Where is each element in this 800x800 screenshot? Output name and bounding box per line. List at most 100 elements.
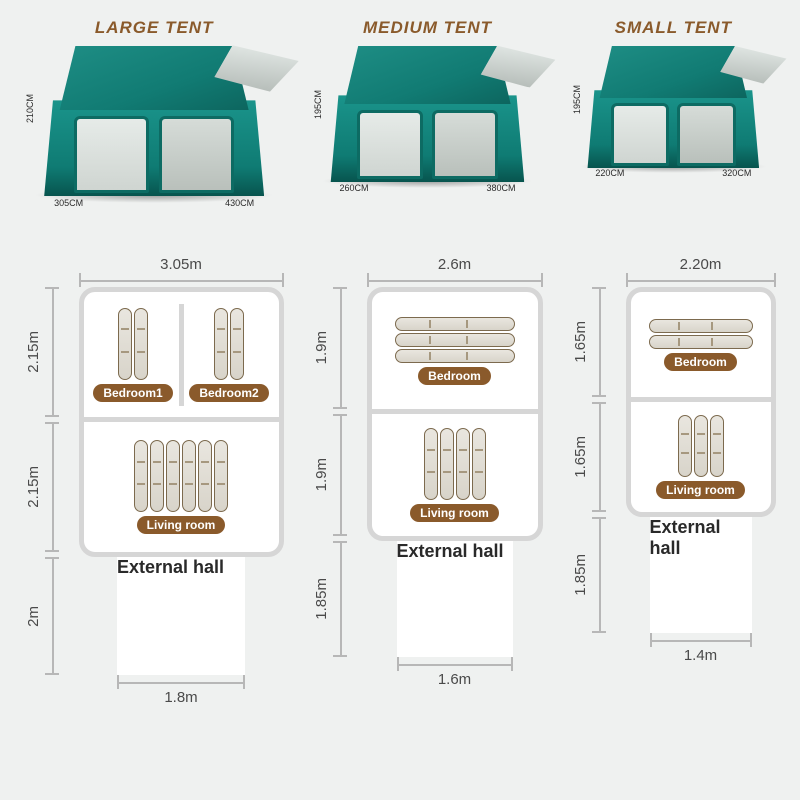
tent-dim-width: 320CM — [722, 168, 751, 178]
sleeping-bag-group — [649, 319, 753, 349]
plan-side-dimension: 2m — [25, 557, 75, 675]
tent-column: SMALL TENT 195CM220CM320CM — [576, 18, 771, 176]
sleeping-bag-icon — [424, 428, 438, 500]
floorplan-row: 3.05m 2.15m 2.15m 2m Bedroom1 Bedroom2 Living … — [10, 248, 790, 790]
plan-top-dimension: 2.6m — [367, 256, 543, 287]
external-hall-label: External hall — [397, 541, 513, 562]
plan-body: 1.65m 1.65m 1.85m Bedroom Living room Externa… — [572, 287, 776, 633]
plan-top-dim-label: 2.20m — [680, 256, 722, 273]
sleeping-bag-icon — [118, 308, 132, 380]
tent-image-row: LARGE TENT 210CM305CM430CM MEDIUM TENT 195C… — [10, 18, 790, 248]
plan-side-dimension: 1.65m — [572, 402, 622, 512]
plan-top-dim-label: 2.6m — [438, 256, 471, 273]
plan-section: Living room — [372, 414, 538, 536]
plan-bottom-dim-label: 1.6m — [438, 671, 471, 688]
sleeping-bag-icon — [710, 415, 724, 477]
plan-half-room: Bedroom1 — [88, 304, 184, 406]
sleeping-bag-icon — [456, 428, 470, 500]
sleeping-bag-group — [214, 308, 244, 380]
sleeping-bag-icon — [472, 428, 486, 500]
floorplan: Bedroom Living room — [367, 287, 543, 541]
plan-side-dim-label: 1.65m — [572, 436, 589, 478]
sleeping-bag-icon — [440, 428, 454, 500]
sleeping-bag-icon — [214, 440, 228, 512]
plan-bottom-dim-label: 1.8m — [164, 689, 197, 706]
sleeping-bag-icon — [198, 440, 212, 512]
room-label: Bedroom — [664, 353, 737, 371]
sleeping-bag-icon — [230, 308, 244, 380]
floorplan-column: 2.20m 1.65m 1.65m 1.85m Bedroom Living room Ex… — [572, 256, 776, 664]
plan-side-dimension: 1.9m — [313, 287, 363, 409]
plan-side-dim-label: 2m — [25, 606, 42, 627]
room-label: Living room — [410, 504, 499, 522]
tent-dim-height: 195CM — [313, 90, 323, 119]
room-label: Living room — [137, 516, 226, 534]
plan-body: 2.15m 2.15m 2m Bedroom1 Bedroom2 Living room E… — [25, 287, 284, 675]
plan-external-hall: External hall — [117, 557, 245, 675]
plan-external-hall: External hall — [650, 517, 752, 633]
plan-side-dim-label: 2.15m — [25, 466, 42, 508]
sleeping-bag-group — [118, 308, 148, 380]
plan-side-dimension: 1.85m — [572, 517, 622, 633]
plan-side-dim-label: 1.9m — [313, 458, 330, 491]
plan-side-dim-label: 1.85m — [572, 554, 589, 596]
tent-title: LARGE TENT — [95, 18, 214, 38]
plan-top-dim-label: 3.05m — [160, 256, 202, 273]
plan-external-hall: External hall — [397, 541, 513, 657]
room-label: Living room — [656, 481, 745, 499]
tent-title: SMALL TENT — [615, 18, 732, 38]
plan-side-dimension: 1.85m — [313, 541, 363, 657]
plan-side-dim-label: 1.65m — [572, 321, 589, 363]
tent-illustration: 210CM305CM430CM — [29, 46, 279, 206]
infographic-container: LARGE TENT 210CM305CM430CM MEDIUM TENT 195C… — [0, 0, 800, 800]
sleeping-bag-icon — [649, 335, 753, 349]
sleeping-bag-icon — [649, 319, 753, 333]
plan-side-dimension: 2.15m — [25, 287, 75, 417]
sleeping-bag-icon — [166, 440, 180, 512]
plan-section: Living room — [84, 422, 279, 552]
plan-top-dimension: 2.20m — [626, 256, 776, 287]
plan-section: Bedroom1 Bedroom2 — [84, 292, 279, 422]
tent-title: MEDIUM TENT — [363, 18, 492, 38]
sleeping-bag-icon — [395, 333, 515, 347]
sleeping-bag-icon — [214, 308, 228, 380]
plan-bottom-dimension: 1.6m — [397, 657, 513, 688]
sleeping-bag-icon — [395, 349, 515, 363]
tent-dim-height: 195CM — [572, 85, 582, 114]
plan-section: Bedroom — [372, 292, 538, 414]
sleeping-bag-icon — [678, 415, 692, 477]
tent-dim-width: 380CM — [486, 183, 515, 193]
tent-illustration: 195CM220CM320CM — [576, 46, 771, 176]
room-label: Bedroom — [418, 367, 491, 385]
plan-side-dimensions: 1.65m 1.65m 1.85m — [572, 287, 622, 633]
room-label: Bedroom2 — [189, 384, 268, 402]
sleeping-bag-icon — [182, 440, 196, 512]
floorplan-column: 2.6m 1.9m 1.9m 1.85m Bedroom Living room Exter… — [313, 256, 543, 688]
tent-illustration: 195CM260CM380CM — [317, 46, 537, 191]
sleeping-bag-icon — [694, 415, 708, 477]
plan-bottom-dimension: 1.8m — [117, 675, 245, 706]
plan-side-dim-label: 1.9m — [313, 331, 330, 364]
room-label: Bedroom1 — [93, 384, 172, 402]
plan-bottom-dimension: 1.4m — [650, 633, 752, 664]
plan-side-dim-label: 1.85m — [313, 578, 330, 620]
floorplan-column: 3.05m 2.15m 2.15m 2m Bedroom1 Bedroom2 Living … — [25, 256, 284, 706]
tent-dim-width: 430CM — [225, 198, 254, 208]
external-hall-label: External hall — [650, 517, 752, 559]
plan-side-dimension: 1.9m — [313, 414, 363, 536]
plan-side-dimensions: 2.15m 2.15m 2m — [25, 287, 75, 675]
floorplan: Bedroom1 Bedroom2 Living room — [79, 287, 284, 557]
sleeping-bag-icon — [150, 440, 164, 512]
plan-side-dimension: 1.65m — [572, 287, 622, 397]
plan-section: Living room — [631, 402, 771, 512]
sleeping-bag-icon — [134, 308, 148, 380]
tent-column: LARGE TENT 210CM305CM430CM — [29, 18, 279, 206]
tent-dim-height: 210CM — [25, 94, 35, 123]
plan-bottom-dim-label: 1.4m — [684, 647, 717, 664]
sleeping-bag-icon — [134, 440, 148, 512]
plan-top-dimension: 3.05m — [79, 256, 284, 287]
sleeping-bag-group — [424, 428, 486, 500]
external-hall-label: External hall — [117, 557, 245, 578]
plan-section: Bedroom — [631, 292, 771, 402]
plan-body: 1.9m 1.9m 1.85m Bedroom Living room External … — [313, 287, 543, 657]
